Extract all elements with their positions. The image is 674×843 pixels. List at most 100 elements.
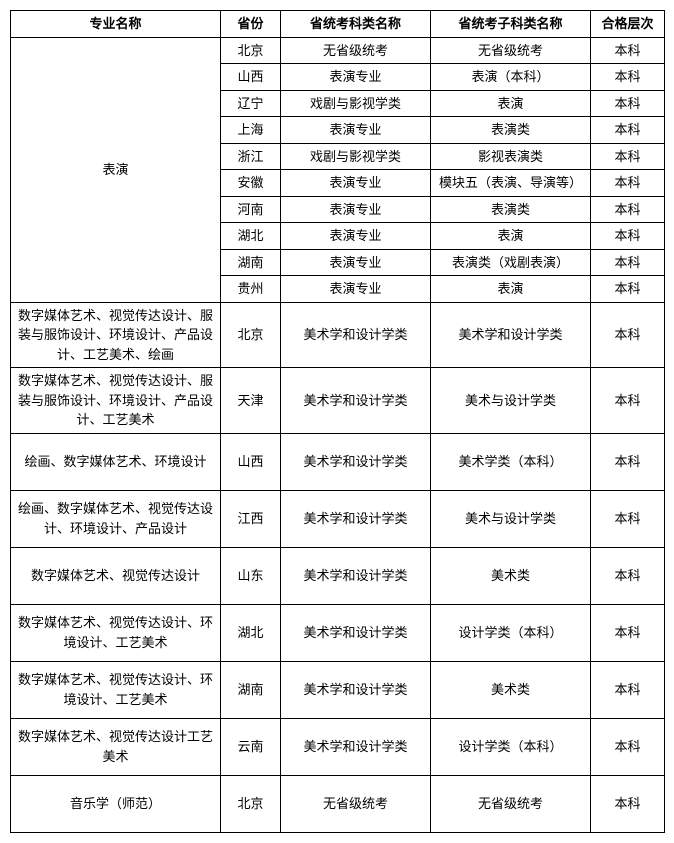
cell-sub: 设计学类（本科）	[431, 718, 591, 775]
cell-province: 北京	[221, 302, 281, 368]
cell-exam: 美术学和设计学类	[281, 368, 431, 434]
cell-province: 北京	[221, 37, 281, 64]
col-major: 专业名称	[11, 11, 221, 38]
cell-level: 本科	[591, 547, 665, 604]
table-row: 表演北京无省级统考无省级统考本科	[11, 37, 665, 64]
cell-sub: 影视表演类	[431, 143, 591, 170]
cell-exam: 戏剧与影视学类	[281, 143, 431, 170]
col-level: 合格层次	[591, 11, 665, 38]
cell-province: 安徽	[221, 170, 281, 197]
cell-province: 北京	[221, 775, 281, 832]
table-row: 绘画、数字媒体艺术、视觉传达设计、环境设计、产品设计江西美术学和设计学类美术与设…	[11, 490, 665, 547]
table-row: 数字媒体艺术、视觉传达设计工艺美术云南美术学和设计学类设计学类（本科）本科	[11, 718, 665, 775]
table-row: 数字媒体艺术、视觉传达设计、环境设计、工艺美术湖北美术学和设计学类设计学类（本科…	[11, 604, 665, 661]
cell-major: 数字媒体艺术、视觉传达设计工艺美术	[11, 718, 221, 775]
cell-sub: 表演类	[431, 117, 591, 144]
table-row: 数字媒体艺术、视觉传达设计、服装与服饰设计、环境设计、产品设计、工艺美术、绘画北…	[11, 302, 665, 368]
cell-level: 本科	[591, 368, 665, 434]
cell-sub: 美术与设计学类	[431, 368, 591, 434]
cell-sub: 美术类	[431, 661, 591, 718]
cell-level: 本科	[591, 276, 665, 303]
cell-level: 本科	[591, 775, 665, 832]
cell-exam: 表演专业	[281, 249, 431, 276]
cell-province: 辽宁	[221, 90, 281, 117]
cell-province: 湖南	[221, 249, 281, 276]
cell-sub: 模块五（表演、导演等）	[431, 170, 591, 197]
cell-exam: 美术学和设计学类	[281, 302, 431, 368]
table-row: 数字媒体艺术、视觉传达设计、服装与服饰设计、环境设计、产品设计、工艺美术天津美术…	[11, 368, 665, 434]
cell-province: 天津	[221, 368, 281, 434]
cell-level: 本科	[591, 490, 665, 547]
cell-level: 本科	[591, 196, 665, 223]
table-row: 绘画、数字媒体艺术、环境设计山西美术学和设计学类美术学类（本科）本科	[11, 433, 665, 490]
cell-level: 本科	[591, 249, 665, 276]
cell-exam: 戏剧与影视学类	[281, 90, 431, 117]
cell-province: 河南	[221, 196, 281, 223]
cell-level: 本科	[591, 143, 665, 170]
cell-sub: 表演类	[431, 196, 591, 223]
cell-sub: 无省级统考	[431, 37, 591, 64]
cell-exam: 无省级统考	[281, 775, 431, 832]
cell-major: 绘画、数字媒体艺术、视觉传达设计、环境设计、产品设计	[11, 490, 221, 547]
cell-major: 数字媒体艺术、视觉传达设计、环境设计、工艺美术	[11, 661, 221, 718]
cell-province: 山西	[221, 433, 281, 490]
cell-level: 本科	[591, 302, 665, 368]
cell-level: 本科	[591, 37, 665, 64]
cell-level: 本科	[591, 117, 665, 144]
cell-province: 山西	[221, 64, 281, 91]
cell-exam: 美术学和设计学类	[281, 490, 431, 547]
cell-province: 湖南	[221, 661, 281, 718]
cell-exam: 表演专业	[281, 276, 431, 303]
table-header-row: 专业名称 省份 省统考科类名称 省统考子科类名称 合格层次	[11, 11, 665, 38]
cell-exam: 表演专业	[281, 117, 431, 144]
cell-major: 音乐学（师范）	[11, 775, 221, 832]
cell-exam: 表演专业	[281, 170, 431, 197]
cell-exam: 无省级统考	[281, 37, 431, 64]
cell-level: 本科	[591, 223, 665, 250]
cell-sub: 无省级统考	[431, 775, 591, 832]
cell-sub: 表演	[431, 223, 591, 250]
cell-level: 本科	[591, 170, 665, 197]
cell-province: 湖北	[221, 604, 281, 661]
cell-major: 数字媒体艺术、视觉传达设计	[11, 547, 221, 604]
cell-level: 本科	[591, 661, 665, 718]
cell-level: 本科	[591, 604, 665, 661]
cell-sub: 美术与设计学类	[431, 490, 591, 547]
cell-exam: 美术学和设计学类	[281, 661, 431, 718]
cell-sub: 表演	[431, 90, 591, 117]
cell-sub: 美术学和设计学类	[431, 302, 591, 368]
cell-major: 绘画、数字媒体艺术、环境设计	[11, 433, 221, 490]
cell-major: 数字媒体艺术、视觉传达设计、环境设计、工艺美术	[11, 604, 221, 661]
cell-exam: 表演专业	[281, 196, 431, 223]
cell-province: 山东	[221, 547, 281, 604]
majors-table: 专业名称 省份 省统考科类名称 省统考子科类名称 合格层次 表演北京无省级统考无…	[10, 10, 665, 833]
cell-level: 本科	[591, 64, 665, 91]
cell-major: 数字媒体艺术、视觉传达设计、服装与服饰设计、环境设计、产品设计、工艺美术	[11, 368, 221, 434]
cell-sub: 美术类	[431, 547, 591, 604]
cell-province: 云南	[221, 718, 281, 775]
cell-province: 上海	[221, 117, 281, 144]
cell-sub: 美术学类（本科）	[431, 433, 591, 490]
cell-sub: 表演（本科）	[431, 64, 591, 91]
cell-exam: 表演专业	[281, 223, 431, 250]
cell-level: 本科	[591, 433, 665, 490]
cell-level: 本科	[591, 718, 665, 775]
cell-exam: 美术学和设计学类	[281, 718, 431, 775]
cell-exam: 表演专业	[281, 64, 431, 91]
cell-exam: 美术学和设计学类	[281, 433, 431, 490]
cell-major: 表演	[11, 37, 221, 302]
col-sub: 省统考子科类名称	[431, 11, 591, 38]
cell-province: 江西	[221, 490, 281, 547]
cell-province: 湖北	[221, 223, 281, 250]
cell-exam: 美术学和设计学类	[281, 547, 431, 604]
cell-province: 贵州	[221, 276, 281, 303]
cell-level: 本科	[591, 90, 665, 117]
table-row: 数字媒体艺术、视觉传达设计山东美术学和设计学类美术类本科	[11, 547, 665, 604]
table-row: 音乐学（师范）北京无省级统考无省级统考本科	[11, 775, 665, 832]
cell-exam: 美术学和设计学类	[281, 604, 431, 661]
cell-major: 数字媒体艺术、视觉传达设计、服装与服饰设计、环境设计、产品设计、工艺美术、绘画	[11, 302, 221, 368]
cell-sub: 表演	[431, 276, 591, 303]
cell-sub: 表演类（戏剧表演）	[431, 249, 591, 276]
cell-province: 浙江	[221, 143, 281, 170]
col-exam: 省统考科类名称	[281, 11, 431, 38]
